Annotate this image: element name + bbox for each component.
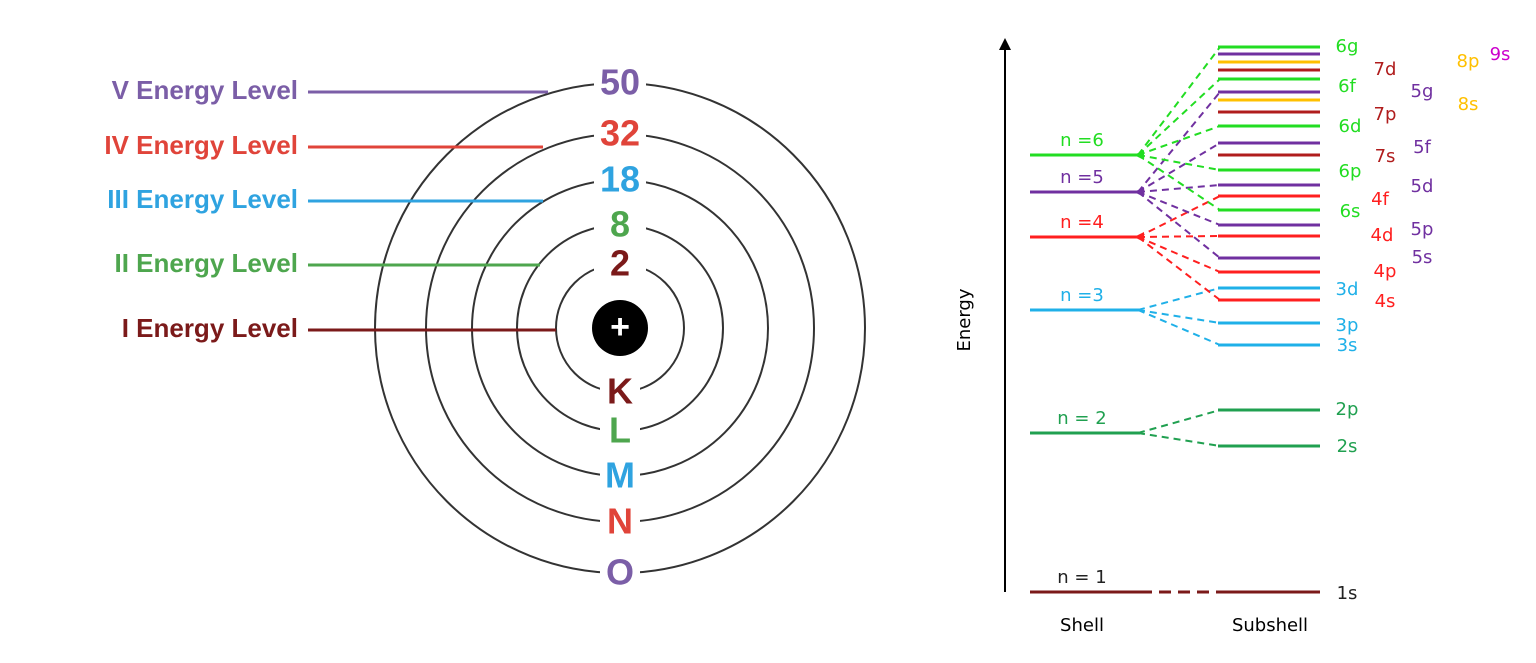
- connector: [1137, 154, 1221, 171]
- subshell-label: 1s: [1337, 583, 1358, 604]
- label-bg: [600, 555, 640, 591]
- connector: [1137, 236, 1221, 273]
- subshell-label: 6g: [1336, 36, 1359, 57]
- arrow-head: [1134, 187, 1144, 197]
- label-bg: [594, 116, 646, 152]
- subshell-label: 5p: [1411, 219, 1434, 240]
- label-bg: [594, 162, 646, 198]
- subshell-label: 6s: [1340, 201, 1361, 222]
- nucleus: [592, 300, 648, 356]
- connector: [1137, 191, 1221, 226]
- axis-label: Energy: [954, 288, 975, 351]
- subshell-label: 5f: [1413, 137, 1431, 158]
- subshell-label: 3p: [1336, 315, 1359, 336]
- nucleus-sign: +: [610, 308, 630, 346]
- connector: [1137, 432, 1221, 447]
- shell-letter: L: [609, 410, 631, 451]
- connector: [1137, 78, 1221, 156]
- level-label: IV Energy Level: [104, 130, 298, 160]
- connector: [1137, 191, 1221, 259]
- subshell-label: 7s: [1375, 146, 1396, 167]
- subshell-label: 4f: [1371, 189, 1389, 210]
- subshell-label: 2s: [1337, 436, 1358, 457]
- label-bg: [600, 458, 640, 494]
- shell-label: n =6: [1060, 130, 1104, 151]
- subshell-label: 9s: [1490, 44, 1511, 65]
- label-bg: [600, 413, 640, 449]
- shell-label: n =5: [1060, 167, 1104, 188]
- shell-label: n = 1: [1057, 567, 1106, 588]
- connector: [1137, 287, 1221, 311]
- subshell-label: 7p: [1374, 104, 1397, 125]
- connector: [1137, 309, 1221, 324]
- connector: [1137, 235, 1221, 238]
- connector: [1137, 125, 1221, 156]
- capacity: 18: [600, 159, 640, 200]
- connector: [1137, 46, 1221, 156]
- shell-letter: O: [606, 552, 634, 593]
- subshell-label: 8s: [1458, 94, 1479, 115]
- subshell-label: 4s: [1375, 291, 1396, 312]
- level-label: V Energy Level: [112, 75, 298, 105]
- footer-label: Shell: [1060, 615, 1104, 636]
- connector: [1137, 409, 1221, 434]
- label-bg: [600, 374, 640, 410]
- capacity: 32: [600, 113, 640, 154]
- level-label: II Energy Level: [114, 248, 298, 278]
- connector: [1137, 184, 1221, 193]
- footer-label: Subshell: [1232, 615, 1308, 636]
- connector: [1137, 154, 1221, 211]
- subshell-label: 3d: [1336, 279, 1359, 300]
- level-label: III Energy Level: [107, 184, 298, 214]
- subshell-label: 5d: [1411, 176, 1434, 197]
- connector: [1137, 309, 1221, 346]
- label-bg: [594, 65, 646, 101]
- level-label: I Energy Level: [122, 313, 298, 343]
- subshell-label: 6f: [1338, 76, 1356, 97]
- subshell-label: 7d: [1374, 59, 1397, 80]
- label-bg: [600, 504, 640, 540]
- subshell-label: 5g: [1411, 81, 1434, 102]
- shell-label: n =3: [1060, 285, 1104, 306]
- subshell-label: 5s: [1412, 247, 1433, 268]
- connector: [1137, 142, 1221, 193]
- capacity: 2: [610, 243, 630, 284]
- capacity: 8: [610, 204, 630, 245]
- arrow-head: [1134, 150, 1144, 160]
- connector: [1137, 195, 1221, 238]
- capacity: 50: [600, 62, 640, 103]
- shell-label: n = 2: [1057, 408, 1106, 429]
- subshell-label: 2p: [1336, 399, 1359, 420]
- shell-label: n =4: [1060, 212, 1104, 233]
- subshell-label: 4d: [1371, 225, 1394, 246]
- subshell-label: 6d: [1339, 116, 1362, 137]
- subshell-label: 8p: [1457, 51, 1480, 72]
- shell-letter: N: [607, 501, 633, 542]
- connector: [1137, 91, 1221, 193]
- shell-letter: M: [605, 455, 635, 496]
- subshell-label: 4p: [1374, 261, 1397, 282]
- shell-letter: K: [607, 371, 633, 412]
- connector: [1137, 236, 1221, 301]
- subshell-label: 3s: [1337, 335, 1358, 356]
- axis-arrow: [999, 38, 1011, 50]
- label-bg: [594, 246, 646, 282]
- label-bg: [594, 207, 646, 243]
- arrow-head: [1134, 232, 1144, 242]
- subshell-label: 6p: [1339, 161, 1362, 182]
